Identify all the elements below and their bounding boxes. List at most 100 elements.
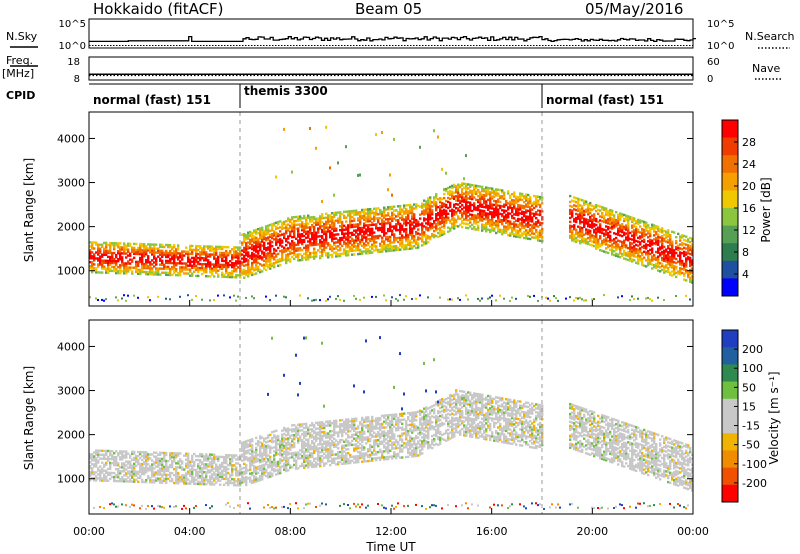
heat-cell (129, 505, 131, 508)
heat-cell (521, 218, 524, 221)
heat-cell (535, 230, 538, 234)
heat-cell (147, 505, 149, 507)
heat-cell (613, 220, 616, 223)
heat-cell (617, 223, 620, 226)
heat-cell (479, 203, 482, 206)
heat-cell (321, 236, 324, 240)
heat-cell (415, 221, 418, 224)
heat-cell (291, 255, 294, 259)
heat-cell (289, 220, 292, 224)
heat-cell (145, 251, 148, 254)
heat-cell (431, 213, 434, 216)
heat-cell (241, 273, 244, 276)
heat-cell (201, 257, 204, 260)
heat-cell (587, 221, 590, 224)
heat-cell (121, 270, 124, 273)
heat-cell (547, 297, 549, 300)
heat-cell (317, 223, 320, 226)
heat-cell (279, 259, 282, 263)
heat-cell (181, 466, 184, 469)
heat-cell (325, 242, 328, 245)
heat-cell (449, 221, 452, 224)
heat-cell (117, 472, 120, 475)
heat-cell (361, 240, 364, 243)
heat-cell (599, 237, 602, 240)
heat-cell (329, 230, 332, 233)
heat-cell (537, 221, 540, 224)
heat-cell (241, 253, 244, 256)
heat-cell (161, 467, 164, 470)
heat-cell (299, 219, 302, 222)
heat-cell (293, 223, 296, 227)
heat-cell (527, 294, 529, 297)
heat-cell (475, 214, 478, 217)
heat-cell (499, 228, 502, 231)
heat-cell (165, 461, 168, 465)
heat-cell (131, 250, 134, 253)
heat-cell (391, 241, 394, 244)
heat-cell (335, 227, 338, 230)
heat-cell (165, 475, 168, 479)
heat-cell (265, 254, 268, 258)
heat-cell (201, 247, 204, 250)
heat-cell (371, 235, 374, 238)
heat-cell (251, 240, 254, 243)
heat-cell (371, 227, 374, 230)
heat-cell (109, 257, 112, 261)
heat-cell (577, 297, 579, 300)
heat-cell (171, 267, 174, 271)
heat-cell (401, 214, 404, 217)
heat-cell (175, 470, 178, 473)
heat-cell (199, 266, 202, 270)
heat-cell (167, 465, 170, 469)
heat-cell (421, 228, 424, 231)
heat-cell (351, 209, 354, 213)
heat-cell (617, 229, 620, 232)
heat-cell (145, 451, 148, 454)
heat-cell (145, 253, 148, 256)
heat-cell (375, 241, 378, 244)
heat-cell (667, 270, 670, 274)
heat-cell (537, 203, 540, 206)
heat-cell (469, 221, 472, 224)
heat-cell (449, 197, 452, 201)
heat-cell (323, 250, 326, 253)
heat-cell (537, 201, 540, 204)
heat-cell (151, 273, 154, 276)
heat-cell (435, 217, 438, 220)
heat-cell (427, 221, 430, 224)
heat-cell (121, 452, 124, 455)
heat-cell (311, 241, 314, 245)
heat-cell (173, 458, 176, 461)
heat-cell (667, 235, 670, 238)
heat-cell (271, 235, 274, 238)
heat-cell (91, 261, 94, 264)
heat-cell (649, 262, 652, 265)
heat-cell (175, 478, 178, 481)
heat-cell (333, 219, 336, 223)
heat-cell (197, 480, 200, 484)
heat-cell (389, 217, 392, 221)
heat-cell (239, 478, 242, 481)
heat-cell (185, 264, 188, 267)
heat-cell (257, 267, 260, 270)
station-title: Hokkaido (fitACF) (93, 0, 224, 18)
heat-cell (105, 298, 107, 301)
heat-cell (503, 231, 506, 234)
heat-cell (577, 205, 580, 208)
heat-cell (221, 275, 224, 278)
heat-cell (641, 253, 644, 257)
heat-cell (465, 214, 468, 218)
heat-cell (139, 242, 142, 246)
heat-cell (217, 455, 220, 459)
heat-cell (165, 297, 167, 300)
heat-cell (121, 462, 124, 465)
heat-cell (411, 223, 414, 226)
heat-cell (405, 232, 408, 235)
heat-cell (601, 208, 604, 211)
heat-cell (517, 223, 520, 227)
heat-cell (229, 263, 232, 267)
heat-cell (117, 505, 119, 508)
heat-cell (153, 471, 156, 474)
heat-cell (589, 229, 592, 233)
